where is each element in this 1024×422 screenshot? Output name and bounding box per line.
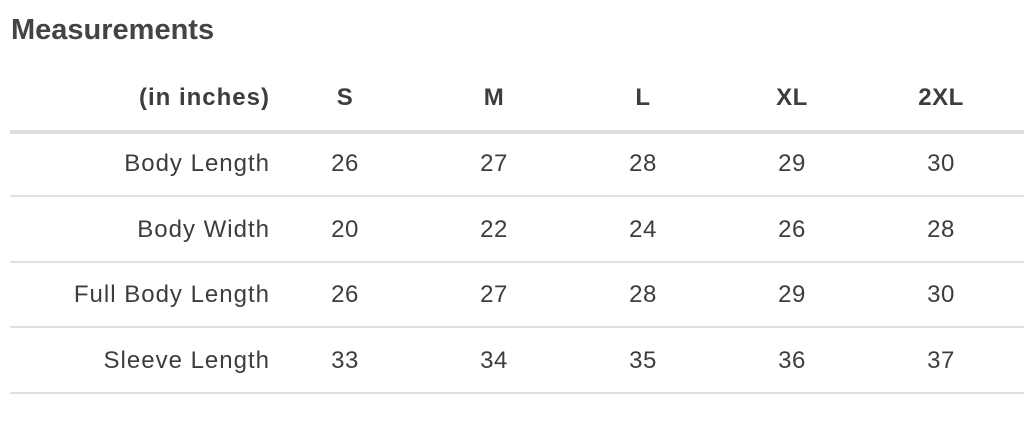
table-cell: 29	[778, 281, 806, 308]
table-cell: 27	[480, 150, 508, 177]
row-label: Full Body Length	[73, 281, 270, 308]
table-cell: 27	[480, 281, 508, 308]
table-cell: 26	[778, 215, 806, 243]
table-cell: 30	[927, 150, 955, 177]
table-cell: 36	[778, 346, 806, 374]
table-cell: 33	[331, 346, 359, 374]
table-cell: 28	[629, 150, 657, 177]
row-label: Body Width	[137, 215, 270, 243]
table-cell: 29	[778, 150, 806, 177]
unit-label: (in inches)	[138, 84, 270, 111]
table-cell: 24	[629, 215, 657, 243]
row-divider	[10, 260, 1024, 263]
row-label: Sleeve Length	[103, 346, 270, 374]
row-divider	[10, 391, 1024, 394]
table-cell: 35	[629, 346, 657, 374]
table-cell: 26	[331, 281, 359, 308]
row-label: Body Length	[124, 150, 270, 177]
page-title: Measurements	[11, 14, 215, 46]
size-header-2xl: 2XL	[918, 84, 964, 111]
table-cell: 28	[927, 215, 955, 243]
table-cell: 37	[927, 346, 955, 374]
table-cell: 34	[480, 346, 508, 374]
row-divider	[10, 326, 1024, 328]
table-row: Body Width 20 22 24 26 28	[10, 197, 1024, 262]
table-row: Sleeve Length 33 34 35 36 37	[10, 328, 1024, 393]
table-cell: 28	[629, 281, 657, 308]
table-cell: 22	[480, 215, 508, 243]
table-header: (in inches) S M L XL 2XL	[10, 65, 1024, 130]
table-cell: 26	[331, 150, 359, 177]
row-divider	[10, 195, 1024, 197]
size-header-xl: XL	[776, 84, 808, 111]
size-header-m: M	[483, 84, 505, 111]
table-row: Full Body Length 26 27 28 29 30	[10, 262, 1024, 327]
header-divider	[10, 130, 1024, 134]
table-row: Body Length 26 27 28 29 30	[10, 131, 1024, 196]
size-header-l: L	[635, 84, 651, 111]
table-cell: 20	[331, 215, 359, 243]
table-cell: 30	[927, 281, 955, 308]
size-header-s: S	[336, 84, 354, 111]
